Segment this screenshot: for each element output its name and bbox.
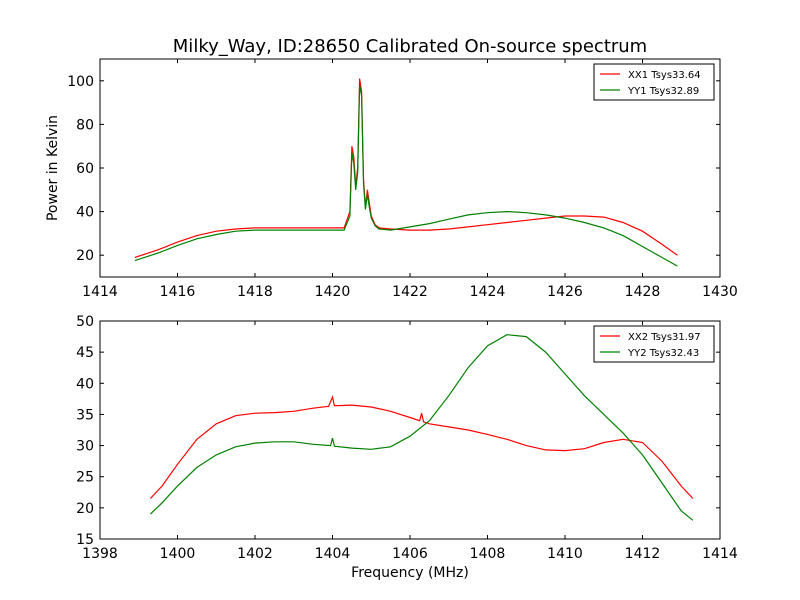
legend-box <box>593 325 715 363</box>
x-tick-label: 1408 <box>470 546 506 562</box>
chart-title: Milky_Way, ID:28650 Calibrated On-source… <box>173 36 647 57</box>
x-tick-label: 1398 <box>82 546 118 562</box>
x-tick-label: 1404 <box>315 546 351 562</box>
x-tick-label: 1426 <box>547 284 583 300</box>
series-line-yy-panel-1 <box>134 85 678 267</box>
legend: XX1 Tsys33.64 YY1 Tsys32.89 <box>593 63 715 101</box>
y-tick-label: 35 <box>76 407 94 423</box>
series-line-xx-panel-2 <box>149 395 694 499</box>
y-tick-label: 30 <box>76 439 94 455</box>
x-tick-label: 1412 <box>625 546 661 562</box>
y-tick-label: 40 <box>76 376 94 392</box>
y-tick-label: 20 <box>76 501 94 517</box>
bottom-panel: 1398 1400 1402 1404 1406 1408 1410 1412 1414 15 20… <box>76 314 738 562</box>
x-tick-label: 1422 <box>392 284 428 300</box>
series-line-xx-panel-1 <box>134 78 678 258</box>
y-tick-label: 80 <box>76 117 94 133</box>
top-panel: 1414 1416 1418 1420 1422 1424 1426 1428 1430 20 40… <box>67 58 738 300</box>
series-line-yy-panel-2 <box>149 334 694 521</box>
x-tick-label: 1430 <box>702 284 738 300</box>
y-tick-label: 40 <box>76 205 94 221</box>
x-tick-label: 1416 <box>160 284 196 300</box>
legend-box <box>593 63 715 101</box>
legend-entry: XX2 Tsys31.97 <box>628 332 701 343</box>
x-tick-label: 1406 <box>392 546 428 562</box>
x-tick-label: 1414 <box>702 546 738 562</box>
legend-entry: YY1 Tsys32.89 <box>627 86 699 97</box>
y-tick-label: 45 <box>76 345 94 361</box>
x-axis-label: Frequency (MHz) <box>351 565 469 581</box>
x-tick-label: 1418 <box>237 284 273 300</box>
y-tick-label: 20 <box>76 248 94 264</box>
x-tick-label: 1420 <box>315 284 351 300</box>
x-tick-label: 1414 <box>82 284 118 300</box>
x-tick-label: 1400 <box>160 546 196 562</box>
y-tick-label: 25 <box>76 470 94 486</box>
legend: XX2 Tsys31.97 YY2 Tsys32.43 <box>593 325 715 363</box>
y-axis-label: Power in Kelvin <box>45 115 61 221</box>
y-tick-label: 15 <box>76 532 94 548</box>
y-tick-label: 60 <box>76 161 94 177</box>
x-tick-label: 1428 <box>625 284 661 300</box>
y-tick-label: 50 <box>76 314 94 330</box>
legend-entry: XX1 Tsys33.64 <box>628 70 701 81</box>
x-tick-label: 1424 <box>470 284 506 300</box>
x-tick-label: 1410 <box>547 546 583 562</box>
legend-entry: YY2 Tsys32.43 <box>627 348 699 359</box>
y-tick-label: 100 <box>67 74 94 90</box>
x-tick-label: 1402 <box>237 546 273 562</box>
